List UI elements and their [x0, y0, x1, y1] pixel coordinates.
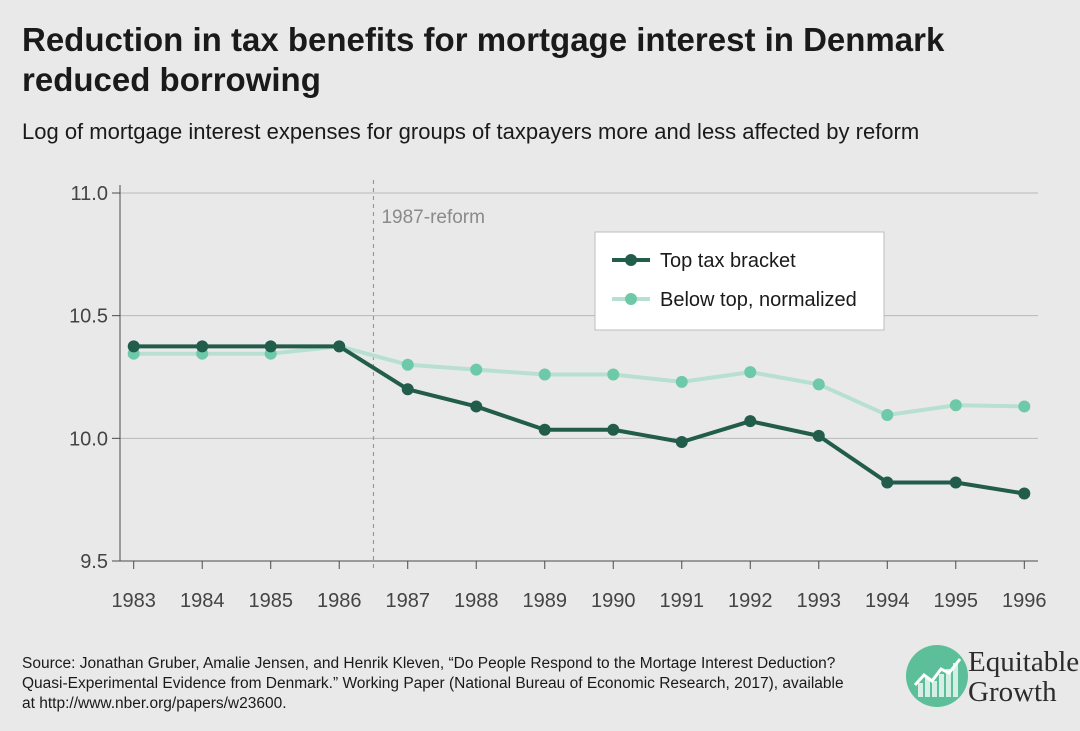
data-point-top-tax-bracket: [1018, 487, 1031, 500]
x-tick-label: 1983: [111, 590, 156, 612]
data-point-top-tax-bracket: [196, 340, 209, 353]
x-tick-label: 1995: [934, 590, 979, 612]
y-tick-label: 9.5: [80, 551, 108, 573]
data-point-top-tax-bracket: [264, 340, 277, 353]
source-note: Source: Jonathan Gruber, Amalie Jensen, …: [22, 655, 844, 712]
logo-word-2: Growth: [968, 676, 1057, 708]
x-tick-label: 1991: [660, 590, 705, 612]
x-tick-label: 1996: [1002, 590, 1047, 612]
data-point-top-tax-bracket: [333, 340, 346, 353]
x-tick-label: 1993: [797, 590, 842, 612]
x-tick-label: 1987: [385, 590, 430, 612]
data-point-top-tax-bracket: [744, 415, 757, 428]
data-point-below-top: [812, 378, 825, 391]
legend: Top tax bracket Below top, normalized: [594, 231, 885, 331]
legend-swatch-marker: [625, 254, 637, 266]
legend-swatch-marker: [625, 293, 637, 305]
chart-subtitle: Log of mortgage interest expenses for gr…: [22, 119, 920, 144]
data-point-below-top: [744, 366, 757, 379]
data-point-top-tax-bracket: [470, 400, 483, 413]
data-point-top-tax-bracket: [401, 383, 414, 396]
x-tick-label: 1994: [865, 590, 910, 612]
y-tick-label: 11.0: [71, 183, 108, 205]
series-line-top-tax-bracket: [133, 344, 1025, 496]
data-point-below-top: [607, 368, 620, 381]
x-tick-label: 1988: [454, 590, 499, 612]
x-tick-label: 1989: [522, 590, 567, 612]
data-point-below-top: [675, 375, 688, 388]
data-point-top-tax-bracket: [812, 429, 825, 442]
data-point-top-tax-bracket: [949, 476, 962, 489]
x-tick-label: 1986: [317, 590, 362, 612]
y-tick-label: 10.5: [69, 306, 108, 328]
data-point-below-top: [538, 368, 551, 381]
data-point-top-tax-bracket: [127, 340, 140, 353]
equitable-growth-logo: Equitable Growth: [902, 643, 1080, 715]
chart-title: Reduction in tax benefits for mortgage i…: [22, 21, 945, 98]
data-point-top-tax-bracket: [881, 476, 894, 489]
legend-box: [594, 231, 885, 331]
data-point-top-tax-bracket: [675, 436, 688, 449]
x-tick-label: 1984: [180, 590, 225, 612]
reform-annotation-label: 1987-reform: [381, 207, 485, 228]
data-point-below-top: [401, 358, 414, 371]
data-point-top-tax-bracket: [607, 423, 620, 436]
series-line-below-top: [133, 344, 1025, 418]
data-point-below-top: [470, 363, 483, 376]
x-tick-label: 1992: [728, 590, 773, 612]
growth-chart-icon: [906, 645, 968, 707]
legend-label: Below top, normalized: [660, 289, 857, 311]
legend-label: Top tax bracket: [660, 250, 796, 272]
x-tick-label: 1985: [248, 590, 293, 612]
data-point-below-top: [881, 409, 894, 422]
data-point-top-tax-bracket: [538, 423, 551, 436]
logo-word-1: Equitable: [968, 646, 1080, 678]
data-point-below-top: [949, 399, 962, 412]
data-point-below-top: [1018, 400, 1031, 413]
y-tick-label: 10.0: [69, 428, 108, 450]
x-tick-label: 1990: [591, 590, 636, 612]
